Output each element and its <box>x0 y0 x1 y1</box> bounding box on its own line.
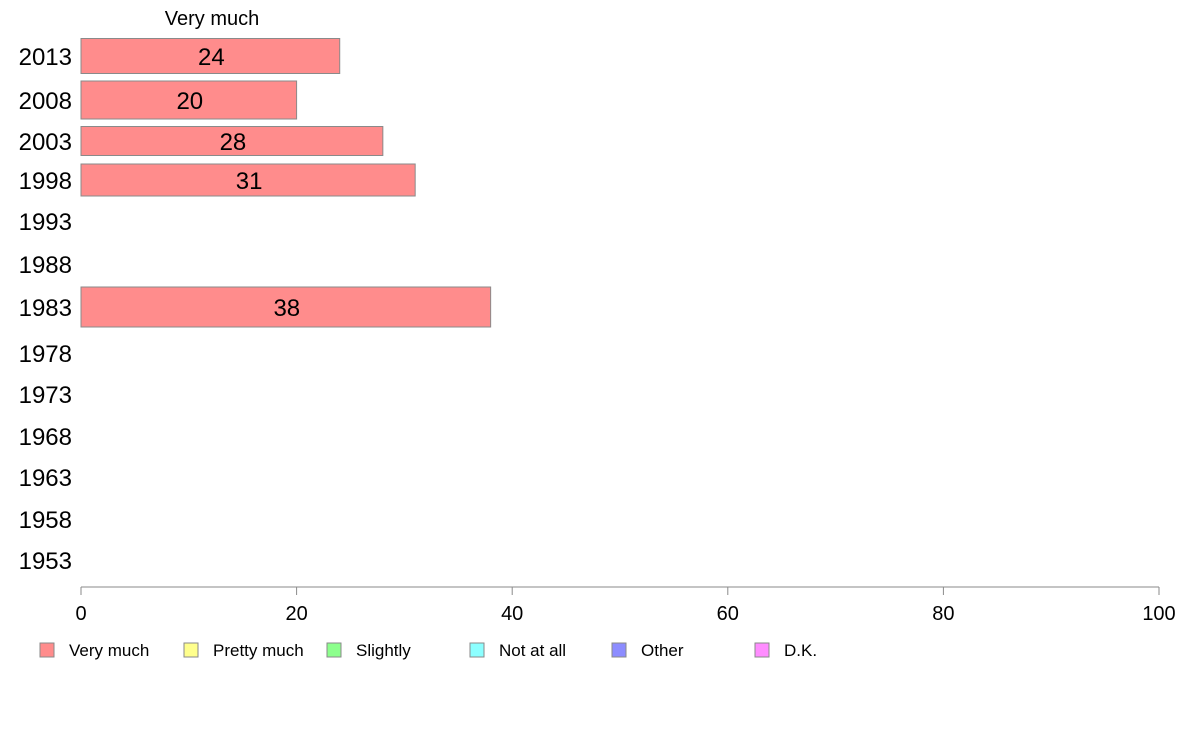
legend-swatch-very-much <box>39 642 55 658</box>
data-label-2003: 28 <box>220 129 247 156</box>
data-label-2013: 24 <box>198 44 225 71</box>
bar-2003-very-much <box>80 126 384 156</box>
legend-label-slightly: Slightly <box>356 641 411 660</box>
category-label-1958: 1958 <box>19 507 72 534</box>
category-label-1988: 1988 <box>19 252 72 279</box>
legend-label-d-k: D.K. <box>784 641 817 660</box>
category-label-1953: 1953 <box>19 548 72 575</box>
x-tick-label-20: 20 <box>285 603 307 625</box>
bars-layer: 24 20 28 31 38 <box>80 38 492 328</box>
data-label-2008: 20 <box>176 88 203 115</box>
category-label-2008: 2008 <box>19 88 72 115</box>
x-tick-label-80: 80 <box>932 603 954 625</box>
category-label-1993: 1993 <box>19 209 72 236</box>
x-tick-label-40: 40 <box>501 603 523 625</box>
legend-label-very-much: Very much <box>69 641 149 660</box>
series-header: Very much <box>165 8 259 30</box>
category-label-1978: 1978 <box>19 341 72 368</box>
category-label-2003: 2003 <box>19 129 72 156</box>
legend-swatch-not-at-all <box>469 642 485 658</box>
legend-label-pretty-much: Pretty much <box>213 641 304 660</box>
category-label-1963: 1963 <box>19 465 72 492</box>
legend-swatch-pretty-much <box>183 642 199 658</box>
bar-2013-very-much <box>80 38 341 74</box>
category-label-1973: 1973 <box>19 382 72 409</box>
category-label-1968: 1968 <box>19 424 72 451</box>
legend: Very much Pretty much Slightly Not at all Ot… <box>39 641 817 660</box>
legend-swatch-d-k <box>754 642 770 658</box>
data-label-1998: 31 <box>236 168 263 195</box>
legend-label-not-at-all: Not at all <box>499 641 566 660</box>
category-labels: 2013 2008 2003 1998 1993 1988 1983 1978 1973 1968… <box>19 44 72 575</box>
x-axis: 0 20 40 60 80 100 <box>75 586 1176 625</box>
x-tick-label-100: 100 <box>1142 603 1175 625</box>
x-tick-label-0: 0 <box>75 603 86 625</box>
bar-2008-very-much <box>80 80 298 120</box>
category-label-1998: 1998 <box>19 168 72 195</box>
data-label-1983: 38 <box>273 295 300 322</box>
bar-1983-very-much <box>80 286 492 328</box>
category-label-2013: 2013 <box>19 44 72 71</box>
x-tick-label-60: 60 <box>717 603 739 625</box>
category-label-1983: 1983 <box>19 295 72 322</box>
bar-1998-very-much <box>80 163 416 197</box>
legend-swatch-slightly <box>326 642 342 658</box>
legend-label-other: Other <box>641 641 684 660</box>
legend-swatch-other <box>611 642 627 658</box>
